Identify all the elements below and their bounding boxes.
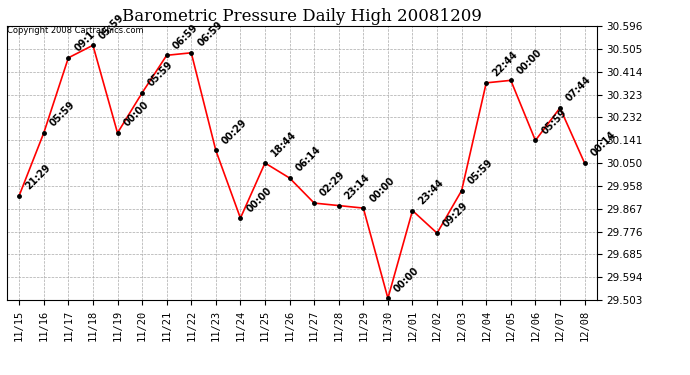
Text: 05:59: 05:59 [97, 12, 126, 41]
Text: 00:14: 00:14 [589, 130, 618, 159]
Text: 06:59: 06:59 [171, 22, 200, 51]
Text: 00:29: 00:29 [220, 117, 249, 146]
Text: Copyright 2008 Cartraphics.com: Copyright 2008 Cartraphics.com [7, 26, 144, 35]
Text: 06:59: 06:59 [195, 20, 224, 49]
Text: 09:1: 09:1 [72, 29, 97, 54]
Text: 00:00: 00:00 [121, 100, 150, 129]
Text: 23:44: 23:44 [417, 177, 446, 206]
Text: 09:29: 09:29 [441, 200, 470, 229]
Text: 06:14: 06:14 [294, 145, 323, 174]
Text: 00:00: 00:00 [392, 265, 421, 294]
Text: 02:29: 02:29 [318, 170, 347, 199]
Text: 05:59: 05:59 [146, 60, 175, 89]
Text: 05:59: 05:59 [540, 107, 569, 136]
Text: 05:59: 05:59 [466, 158, 495, 186]
Text: 18:44: 18:44 [269, 130, 298, 159]
Text: 05:59: 05:59 [48, 100, 77, 129]
Text: 21:29: 21:29 [23, 162, 52, 191]
Text: 00:00: 00:00 [515, 47, 544, 76]
Text: 00:00: 00:00 [368, 175, 397, 204]
Title: Barometric Pressure Daily High 20081209: Barometric Pressure Daily High 20081209 [122, 8, 482, 25]
Text: 00:00: 00:00 [244, 185, 273, 214]
Text: 22:44: 22:44 [491, 50, 520, 79]
Text: 07:44: 07:44 [564, 75, 593, 104]
Text: 23:14: 23:14 [343, 172, 372, 201]
